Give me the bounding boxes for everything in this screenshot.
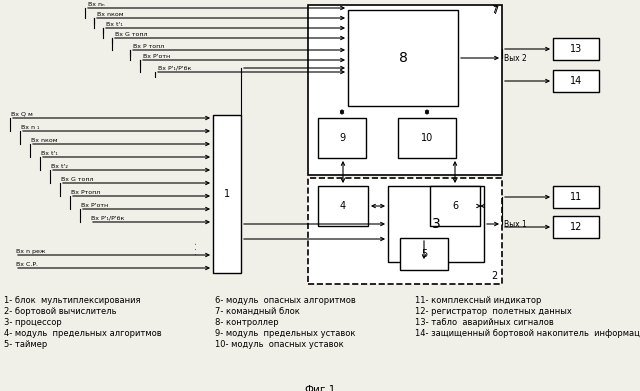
Text: Вх nком: Вх nком: [31, 138, 58, 143]
Text: 3: 3: [431, 217, 440, 231]
Bar: [388, 186, 484, 262]
Bar: [398, 118, 456, 158]
Text: · · ·: · · ·: [193, 241, 202, 255]
Text: Вх P'отн: Вх P'отн: [143, 54, 170, 59]
Text: 2: 2: [492, 271, 498, 281]
Bar: [553, 70, 599, 92]
Text: 7: 7: [491, 5, 497, 15]
Bar: [553, 216, 599, 238]
Text: 11: 11: [570, 192, 582, 202]
Text: 6- модуль  опасных алгоритмов: 6- модуль опасных алгоритмов: [215, 296, 356, 305]
Text: Вх G топл: Вх G топл: [115, 32, 147, 37]
Bar: [213, 115, 241, 273]
Text: Вх P'₁/P'бк: Вх P'₁/P'бк: [158, 66, 191, 71]
Text: Вх t'₁: Вх t'₁: [106, 22, 123, 27]
Text: 13- табло  аварийных сигналов: 13- табло аварийных сигналов: [415, 318, 554, 327]
Text: 11- комплексный индикатор: 11- комплексный индикатор: [415, 296, 541, 305]
Bar: [430, 186, 480, 226]
Text: Вых 2: Вых 2: [504, 54, 527, 63]
Text: Вх n ₁: Вх n ₁: [21, 125, 40, 130]
Text: 14- защищенный бортовой накопитель  информации: 14- защищенный бортовой накопитель инфор…: [415, 329, 640, 338]
Text: 2- бортовой вычислитель: 2- бортовой вычислитель: [4, 307, 116, 316]
Text: Вх P'отн: Вх P'отн: [81, 203, 108, 208]
Text: Вх P'₁/P'бк: Вх P'₁/P'бк: [91, 216, 124, 221]
Text: 5: 5: [421, 249, 427, 259]
Text: 12- регистратор  полетных данных: 12- регистратор полетных данных: [415, 307, 572, 316]
Text: Вх t'₂: Вх t'₂: [51, 164, 68, 169]
Text: 8- контроллер: 8- контроллер: [215, 318, 278, 327]
Text: 9: 9: [339, 133, 345, 143]
Text: Вх С.Р.: Вх С.Р.: [16, 262, 38, 267]
Text: 6: 6: [452, 201, 458, 211]
Text: Вх nком: Вх nком: [97, 12, 124, 17]
Text: 8: 8: [399, 51, 408, 65]
Text: 4- модуль  предельных алгоритмов: 4- модуль предельных алгоритмов: [4, 329, 162, 338]
Text: 13: 13: [570, 44, 582, 54]
Text: 10- модуль  опасных уставок: 10- модуль опасных уставок: [215, 340, 344, 349]
Text: 9- модуль  предельных уставок: 9- модуль предельных уставок: [215, 329, 355, 338]
Text: Вх t'₁: Вх t'₁: [41, 151, 58, 156]
Bar: [318, 118, 366, 158]
Text: Вх Pтопл: Вх Pтопл: [71, 190, 100, 195]
Bar: [318, 186, 368, 226]
Text: 1- блок  мультиплексирования: 1- блок мультиплексирования: [4, 296, 141, 305]
Text: 14: 14: [570, 76, 582, 86]
Text: Вх G топл: Вх G топл: [61, 177, 93, 182]
Bar: [308, 178, 502, 284]
Text: 7- командный блок: 7- командный блок: [215, 307, 300, 316]
Text: 12: 12: [570, 222, 582, 232]
Text: 3- процессор: 3- процессор: [4, 318, 61, 327]
Text: Вых 1: Вых 1: [504, 220, 527, 229]
Text: 1: 1: [224, 189, 230, 199]
Text: 10: 10: [421, 133, 433, 143]
Text: 5- таймер: 5- таймер: [4, 340, 47, 349]
Bar: [400, 238, 448, 270]
Text: Фиг.1: Фиг.1: [304, 385, 336, 391]
Bar: [348, 10, 458, 106]
Text: Вх P топл: Вх P топл: [133, 44, 164, 49]
Text: Вх Q м: Вх Q м: [11, 112, 33, 117]
Text: 4: 4: [340, 201, 346, 211]
Bar: [553, 38, 599, 60]
Bar: [553, 186, 599, 208]
Text: 7: 7: [492, 6, 498, 16]
Text: Вх nₙ: Вх nₙ: [88, 2, 104, 7]
Text: Вх n реж: Вх n реж: [16, 249, 45, 254]
Bar: [308, 5, 502, 175]
